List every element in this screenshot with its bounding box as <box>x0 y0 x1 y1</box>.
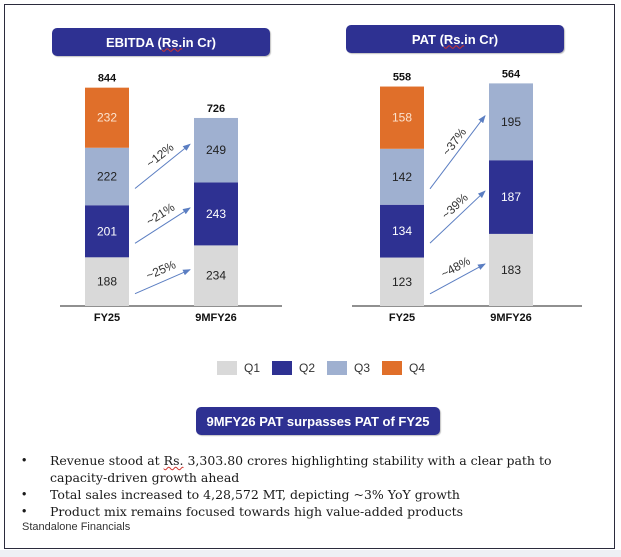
bullet-dot: • <box>22 504 27 518</box>
pat-bar-9mfy26-q1 <box>489 233 533 306</box>
pat-header-suffix: in Cr) <box>464 31 499 47</box>
legend-item-q1: Q1 <box>217 361 260 375</box>
pat-growth-arrow <box>429 263 486 295</box>
bullet-text-rs: Rs. <box>163 453 184 468</box>
ebitda-bar-fy25-q4 <box>85 87 129 148</box>
pat-category-label: 9MFY26 <box>490 312 532 324</box>
legend-item-q3: Q3 <box>327 361 370 375</box>
pat-data-label: 142 <box>392 170 412 184</box>
bullet-dot: • <box>22 453 27 467</box>
bullet-text-part: Revenue stood at <box>50 453 164 468</box>
pat-bar-9mfy26-q2 <box>489 160 533 234</box>
footnote: Standalone Financials <box>22 521 131 533</box>
legend-label-q2: Q2 <box>299 361 316 375</box>
highlight-text: 9MFY26 PAT surpasses PAT of FY25 <box>206 413 430 429</box>
bullet-text-revenue: Revenue stood at Rs. 3,303.80 crores hig… <box>50 452 602 486</box>
pat-bar-fy25-q3 <box>380 148 424 205</box>
pat-data-label: 158 <box>392 111 412 125</box>
ebitda-header-prefix: EBITDA ( <box>105 34 162 50</box>
ebitda-bar-9mfy26-q1 <box>194 245 238 306</box>
ebitda-header-suffix: in Cr) <box>182 34 217 50</box>
legend-swatch-q1 <box>217 361 237 375</box>
pat-data-label: 195 <box>501 115 521 129</box>
ebitda-total-label: 844 <box>98 73 117 85</box>
bottom-strip <box>0 550 621 557</box>
pat-growth-label: ~39% <box>439 190 471 222</box>
pat-data-label: 134 <box>392 224 412 238</box>
pat-total-label: 558 <box>393 72 411 84</box>
pat-bar-fy25-q2 <box>380 204 424 258</box>
pat-bar-fy25-q4 <box>380 86 424 149</box>
ebitda-bar-fy25-q3 <box>85 147 129 206</box>
ebitda-growth-arrow <box>134 207 191 244</box>
ebitda-data-label: 243 <box>206 207 226 221</box>
bullet-list: • Revenue stood at Rs. 3,303.80 crores h… <box>22 452 602 520</box>
pat-header-rs: Rs. <box>443 31 465 47</box>
ebitda-data-label: 249 <box>206 143 226 157</box>
bullet-text-part: 3,303.80 crores highlighting stability w… <box>50 453 552 485</box>
ebitda-growth-label: ~21% <box>144 200 178 229</box>
ebitda-growth-arrow <box>134 269 191 295</box>
ebitda-data-label: 201 <box>97 224 117 238</box>
legend-swatch-q2 <box>272 361 293 375</box>
ebitda-bar-9mfy26-q2 <box>194 182 238 246</box>
pat-header: PAT (Rs. in Cr) <box>346 25 564 53</box>
pat-bar-fy25-q1 <box>380 257 424 306</box>
legend-label-q4: Q4 <box>409 361 426 375</box>
bullet-dot: • <box>22 487 27 501</box>
pat-data-label: 187 <box>501 190 521 204</box>
ebitda-category-label: 9MFY26 <box>195 312 237 324</box>
bullet-item: • Product mix remains focused towards hi… <box>22 503 602 520</box>
charts-canvas: 188 201 222 232 844 FY25 234 243 249 726 9MFY26 ~25… <box>60 68 582 324</box>
pat-bar-9mfy26-q3 <box>489 83 533 161</box>
ebitda-total-label: 726 <box>207 103 225 115</box>
pat-growth-label: ~48% <box>439 254 473 281</box>
pat-category-label: FY25 <box>389 312 415 324</box>
bullet-item: • Total sales increased to 4,28,572 MT, … <box>22 486 602 503</box>
bullet-text-sales: Total sales increased to 4,28,572 MT, de… <box>50 487 460 502</box>
pat-data-label: 183 <box>501 263 521 277</box>
ebitda-header-rs: Rs. <box>161 34 183 50</box>
ebitda-bar-fy25-q2 <box>85 205 129 258</box>
ebitda-category-label: FY25 <box>94 312 120 324</box>
legend-swatch-q3 <box>327 361 348 375</box>
legend-label-q3: Q3 <box>354 361 371 375</box>
legend: Q1 Q2 Q3 Q4 <box>217 361 437 375</box>
ebitda-data-label: 232 <box>97 111 117 125</box>
ebitda-growth-label: ~25% <box>144 257 178 282</box>
ebitda-header: EBITDA (Rs. in Cr) <box>52 28 270 56</box>
legend-item-q2: Q2 <box>272 361 315 375</box>
ebitda-data-label: 222 <box>97 170 117 184</box>
bullet-text-product-mix: Product mix remains focused towards high… <box>50 504 464 519</box>
pat-header-prefix: PAT ( <box>411 31 444 47</box>
legend-label-q1: Q1 <box>244 361 261 375</box>
ebitda-data-label: 234 <box>206 269 226 283</box>
ebitda-bar-9mfy26-q3 <box>194 117 238 183</box>
pat-total-label: 564 <box>502 68 521 80</box>
pat-data-label: 123 <box>392 275 412 289</box>
ebitda-data-label: 188 <box>97 275 117 289</box>
legend-item-q4: Q4 <box>382 361 425 375</box>
ebitda-bar-fy25-q1 <box>85 257 129 306</box>
pat-growth-arrow <box>429 115 486 190</box>
ebitda-growth-label: ~12% <box>144 140 177 171</box>
ebitda-growth-arrow <box>134 143 191 189</box>
legend-swatch-q4 <box>382 361 403 375</box>
pat-growth-arrow <box>429 190 486 244</box>
bullet-item: • Revenue stood at Rs. 3,303.80 crores h… <box>22 452 602 486</box>
highlight-banner: 9MFY26 PAT surpasses PAT of FY25 <box>196 407 440 435</box>
